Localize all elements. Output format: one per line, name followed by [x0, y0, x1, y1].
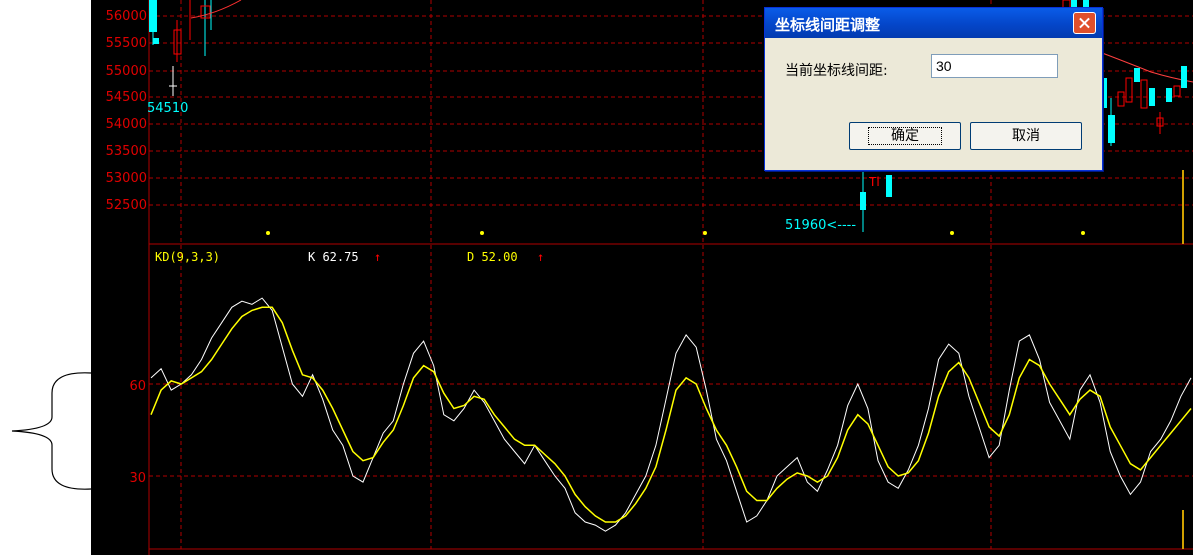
price-tick-label: 53000: [106, 171, 147, 186]
ok-button[interactable]: 确定: [849, 122, 961, 150]
kd-tick-label: 30: [129, 471, 146, 486]
candle: [173, 29, 182, 55]
candle: [153, 38, 159, 44]
cancel-button[interactable]: 取消: [970, 122, 1082, 150]
kd-panel: 60 30 KD(9,3,3) K 62.75 ↑ D 52.00 ↑: [129, 250, 1193, 549]
candle: [200, 5, 211, 19]
date-marker: [266, 231, 270, 235]
candle: [1125, 77, 1133, 103]
stock-chart-panel[interactable]: 56000 55500 55000 54500 54000 53500 5300…: [91, 0, 1193, 555]
candle: [1117, 91, 1125, 107]
kd-series-line-d: [150, 306, 1192, 523]
close-button[interactable]: [1073, 12, 1096, 34]
price-tick-label: 54500: [106, 90, 147, 105]
price-tick-label: 53500: [106, 144, 147, 159]
moving-average-line: [190, 0, 242, 19]
price-tick-label: 52500: [106, 198, 147, 213]
k-up-arrow: ↑: [374, 250, 381, 264]
price-y-axis: 56000 55500 55000 54500 54000 53500 5300…: [106, 9, 1193, 213]
kd-lines: [150, 297, 1192, 532]
d-up-arrow: ↑: [537, 250, 544, 264]
price-tick-label: 54000: [106, 117, 147, 132]
kd-series-line-k: [150, 297, 1192, 532]
date-marker: [950, 231, 954, 235]
candle: [1134, 68, 1140, 82]
signal-tag: Tl: [868, 175, 880, 189]
price-tick-label: 55500: [106, 36, 147, 51]
candle: [1149, 88, 1155, 106]
candle: [1156, 117, 1164, 127]
candles-middle: Tl 51960<----: [785, 160, 892, 233]
low-price-marker: 54510: [147, 101, 188, 116]
dialog-titlebar[interactable]: 坐标线间距调整: [765, 8, 1102, 38]
spacing-adjust-dialog[interactable]: 坐标线间距调整 当前坐标线间距: 确定 取消: [764, 7, 1103, 171]
price-tick-label: 56000: [106, 9, 147, 24]
kd-title: KD(9,3,3): [155, 250, 220, 264]
dialog-title: 坐标线间距调整: [775, 16, 881, 34]
k-value-label: K 62.75: [308, 250, 359, 264]
kd-tick-label: 60: [129, 379, 146, 394]
date-markers: [266, 231, 1085, 235]
candle: [1181, 66, 1187, 88]
date-marker: [480, 231, 484, 235]
d-value-label: D 52.00: [467, 250, 518, 264]
candle: [1101, 78, 1107, 108]
candle: [1166, 88, 1172, 102]
spacing-label: 当前坐标线间距:: [785, 63, 888, 79]
date-marker: [703, 231, 707, 235]
candle: [149, 0, 157, 32]
brace-shape: [11, 372, 92, 490]
price-tick-label: 55000: [106, 64, 147, 79]
ok-button-label: 确定: [868, 127, 942, 145]
candle: [1140, 79, 1148, 109]
spacing-input[interactable]: [931, 54, 1058, 78]
date-marker: [1081, 231, 1085, 235]
candle: [1173, 85, 1181, 97]
candles-left: 54510: [147, 0, 242, 116]
candle: [886, 175, 892, 197]
brace-annotation: [11, 372, 92, 490]
min-price-marker: 51960<----: [785, 218, 856, 233]
